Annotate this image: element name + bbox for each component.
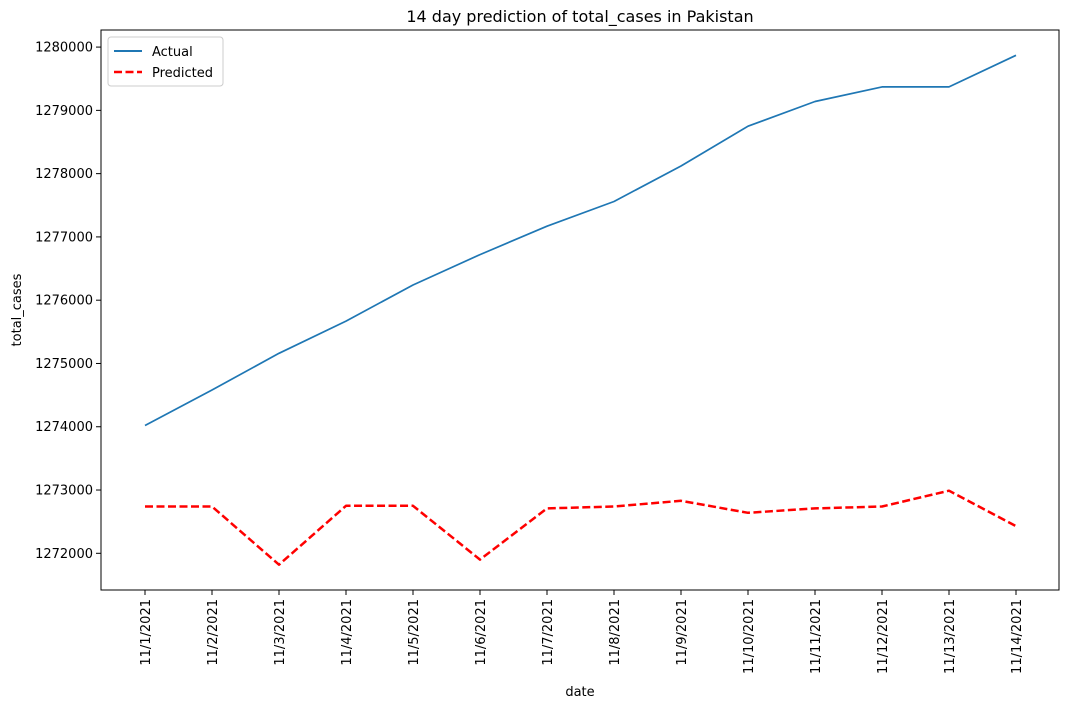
series-group [144, 54, 1017, 566]
x-tick-label: 11/12/2021 [876, 599, 891, 674]
x-tick-label: 11/2/2021 [206, 599, 221, 666]
x-tick-label: 11/8/2021 [608, 599, 623, 666]
x-tick-label: 11/14/2021 [1010, 599, 1025, 674]
x-tick-label: 11/11/2021 [809, 599, 824, 674]
x-tick-label: 11/7/2021 [541, 599, 556, 666]
x-tick-label: 11/9/2021 [675, 599, 690, 666]
x-tick-label: 11/6/2021 [474, 599, 489, 666]
x-tick-label: 11/10/2021 [742, 599, 757, 674]
y-tick-label: 1277000 [35, 230, 93, 245]
plot-frame [100, 29, 1060, 591]
series-line-actual [144, 54, 1017, 427]
y-tick-label: 1279000 [35, 104, 93, 119]
y-tick-label: 1274000 [35, 420, 93, 435]
x-axis-label: date [565, 685, 594, 700]
legend: Actual Predicted [107, 36, 224, 87]
legend-label-predicted: Predicted [152, 66, 213, 81]
y-axis: 1272000 1273000 1274000 1275000 1276000 12770… [35, 41, 101, 562]
y-tick-label: 1272000 [35, 547, 93, 562]
x-tick-label: 11/13/2021 [943, 599, 958, 674]
y-tick-label: 1280000 [35, 41, 93, 56]
legend-box [107, 36, 224, 87]
plot-area [101, 30, 1059, 590]
series-line-predicted [145, 489, 1017, 566]
x-tick-label: 11/3/2021 [273, 599, 288, 666]
x-axis: 11/1/2021 11/2/2021 11/3/2021 11/4/2021 11/5… [139, 590, 1025, 674]
y-tick-label: 1275000 [35, 357, 93, 372]
legend-label-actual: Actual [152, 45, 193, 60]
y-axis-label: total_cases [10, 273, 25, 346]
x-tick-label: 11/4/2021 [340, 599, 355, 666]
x-tick-label: 11/1/2021 [139, 599, 154, 666]
y-tick-label: 1278000 [35, 167, 93, 182]
chart-title: 14 day prediction of total_cases in Paki… [406, 7, 753, 27]
y-tick-label: 1276000 [35, 294, 93, 309]
y-tick-label: 1273000 [35, 484, 93, 499]
x-tick-label: 11/5/2021 [407, 599, 422, 666]
